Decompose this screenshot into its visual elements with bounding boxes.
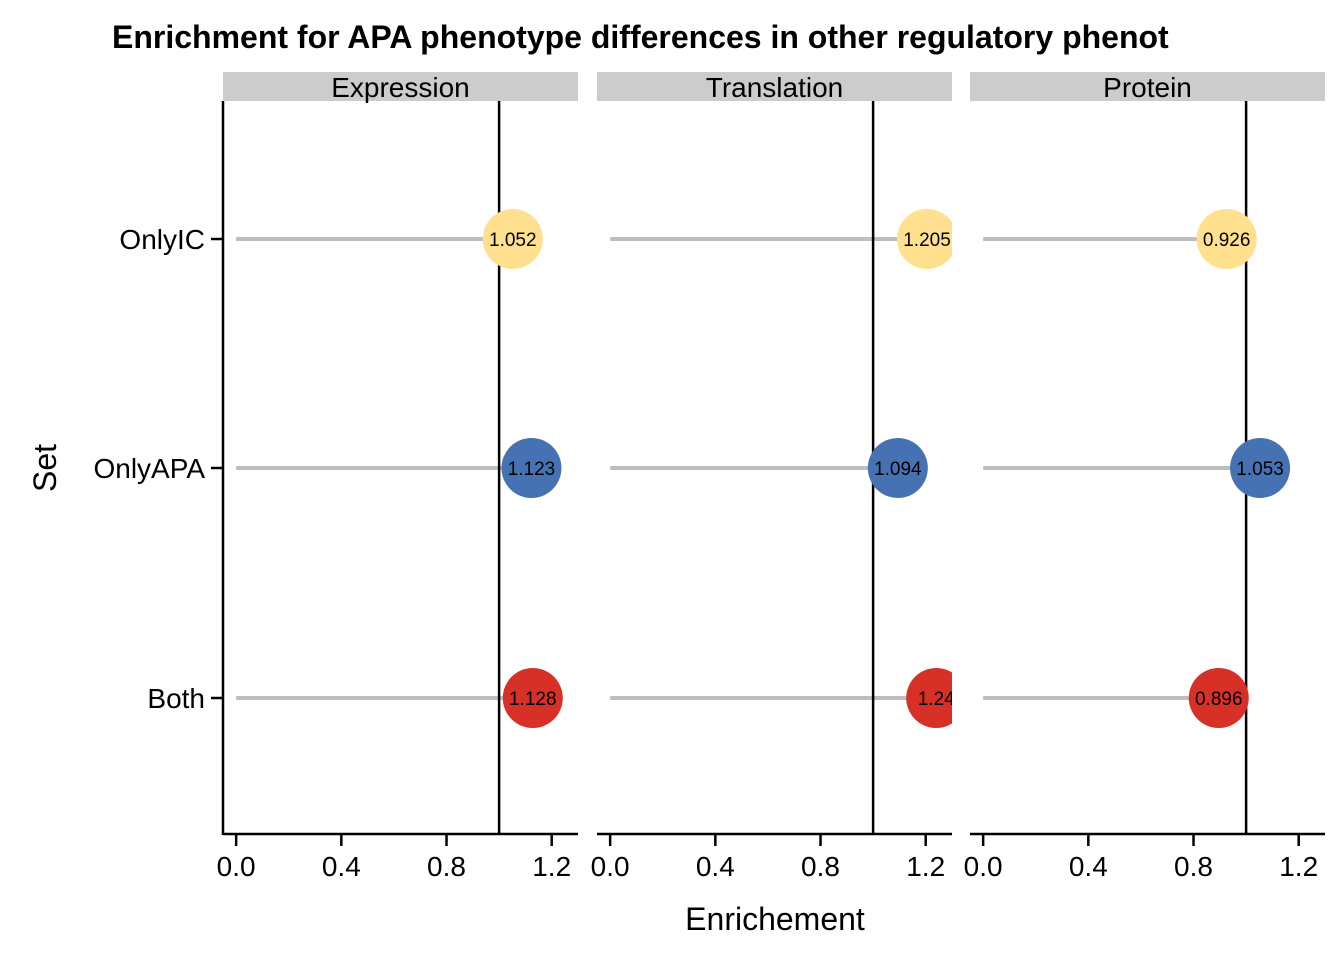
data-point-onlyic [1196,209,1257,269]
data-label: 1.052 [489,230,537,251]
y-axis-title: Set [27,444,63,492]
facet-label: Expression [331,72,470,103]
x-tick-label: 0.4 [322,851,361,882]
y-tick-label: OnlyIC [119,224,205,255]
data-label: 1.205 [903,230,951,251]
plot-area: 1.052 1.123 1.128 [236,101,563,834]
x-tick-label: 0.0 [591,851,630,882]
x-tick-label: 0.8 [801,851,840,882]
facet-strip [970,72,1325,101]
facet-label: Translation [706,72,843,103]
y-tick-label: OnlyAPA [93,453,205,484]
data-label: 1.094 [874,459,922,480]
x-tick-label: 0.8 [427,851,466,882]
x-tick-label: 1.2 [532,851,571,882]
data-point-both [502,668,563,728]
data-point-onlyapa [1230,438,1291,498]
facet-strip [223,72,578,101]
x-tick-label: 1.2 [1279,851,1318,882]
data-point-both [1188,668,1249,728]
panel-translation: Translation 1.205 1.094 1.24 0.0 0.4 0.8 1.2 [591,72,955,882]
data-label: 0.896 [1195,689,1243,710]
data-point-onlyapa [501,438,562,498]
plot-area: 0.926 1.053 0.896 [983,101,1291,834]
data-label: 1.128 [509,689,557,710]
data-point-onlyapa [867,438,928,498]
x-tick-label: 0.4 [696,851,735,882]
data-label: 1.24 [918,689,955,710]
chart-title: Enrichment for APA phenotype differences… [112,19,1169,55]
facet-strip [597,72,952,101]
y-tick-label: Both [147,683,205,714]
data-label: 1.053 [1236,459,1284,480]
data-point-both [906,668,952,728]
x-tick-label: 0.4 [1069,851,1108,882]
x-axis-title: Enrichement [685,901,865,937]
panel-protein: Protein 0.926 1.053 0.896 0.0 0.4 0.8 1.2 [964,72,1325,882]
data-point-onlyic [482,209,543,269]
panels-layer: OnlyIC OnlyAPA Both Expression 1.052 1.123 1.1… [93,72,1325,882]
x-tick-label: 0.0 [217,851,256,882]
panel-expression: Expression 1.052 1.123 1.128 0.0 0.4 0.8 1.2 [217,72,578,882]
facet-label: Protein [1103,72,1192,103]
data-point-onlyic [897,209,952,269]
x-tick-label: 0.8 [1174,851,1213,882]
data-label: 0.926 [1203,230,1251,251]
data-label: 1.123 [508,459,556,480]
x-tick-label: 1.2 [906,851,945,882]
plot-area: 1.205 1.094 1.24 [610,101,955,834]
x-tick-label: 0.0 [964,851,1003,882]
